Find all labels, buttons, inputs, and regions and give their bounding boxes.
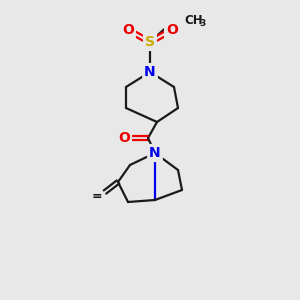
Text: N: N — [149, 146, 161, 160]
Text: O: O — [118, 131, 130, 145]
Text: S: S — [145, 35, 155, 49]
Text: O: O — [122, 23, 134, 37]
Text: 3: 3 — [199, 19, 205, 28]
Text: CH: CH — [184, 14, 203, 26]
Text: O: O — [166, 23, 178, 37]
Text: =: = — [92, 190, 102, 202]
Text: N: N — [144, 65, 156, 79]
